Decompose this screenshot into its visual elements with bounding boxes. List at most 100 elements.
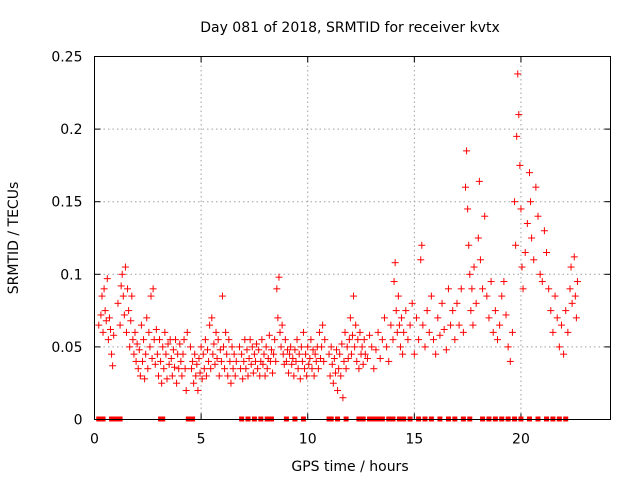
data-point [465, 241, 473, 249]
data-point [293, 336, 301, 344]
data-point [311, 350, 319, 358]
data-point [229, 365, 237, 373]
data-point [528, 234, 536, 242]
data-point [303, 372, 311, 380]
data-point [525, 169, 533, 177]
data-point [395, 321, 403, 329]
data-point [299, 328, 307, 336]
data-point [265, 331, 273, 339]
data-point [218, 292, 226, 300]
data-point [130, 350, 138, 358]
data-point [378, 336, 386, 344]
data-point [151, 360, 159, 368]
data-point [295, 350, 303, 358]
data-point [270, 350, 278, 358]
data-point [156, 336, 164, 344]
data-point [281, 336, 289, 344]
data-point [568, 299, 576, 307]
data-point [183, 328, 191, 336]
data-point [356, 328, 364, 336]
data-point [515, 111, 523, 119]
data-point [337, 372, 345, 380]
data-point [141, 375, 149, 383]
data-point [527, 198, 535, 206]
data-point [196, 369, 204, 377]
data-point [334, 386, 342, 394]
data-point [235, 343, 243, 351]
data-point [262, 343, 270, 351]
data-point [532, 183, 540, 191]
data-point [317, 355, 325, 363]
data-point [109, 362, 117, 370]
data-point [430, 336, 438, 344]
data-point [366, 331, 374, 339]
data-point [383, 343, 391, 351]
data-point [142, 350, 150, 358]
data-point [223, 350, 231, 358]
data-point [301, 365, 309, 373]
data-point [489, 328, 497, 336]
data-point [392, 307, 400, 315]
data-point [190, 379, 198, 387]
data-point [127, 317, 135, 325]
data-point [333, 346, 341, 354]
data-point [292, 357, 300, 365]
data-point [289, 355, 297, 363]
data-point [199, 350, 207, 358]
data-point [195, 355, 203, 363]
data-point [307, 336, 315, 344]
data-point [557, 321, 565, 329]
data-point [261, 372, 269, 380]
data-point [363, 355, 371, 363]
data-point [204, 346, 212, 354]
data-point [523, 219, 531, 227]
data-point [176, 340, 184, 348]
data-point [306, 355, 314, 363]
data-point [128, 292, 136, 300]
data-point [133, 340, 141, 348]
data-point [98, 292, 106, 300]
data-point [400, 328, 408, 336]
data-point [243, 346, 251, 354]
data-point [145, 328, 153, 336]
data-point [140, 336, 148, 344]
data-point [186, 343, 194, 351]
data-point [314, 365, 322, 373]
data-point [309, 346, 317, 354]
data-point [451, 336, 459, 344]
data-point [513, 132, 521, 140]
data-point [328, 360, 336, 368]
data-point [389, 336, 397, 344]
data-point [161, 328, 169, 336]
data-point [562, 307, 570, 315]
data-point [148, 355, 156, 363]
data-point [553, 314, 561, 322]
data-point [277, 343, 285, 351]
data-point [447, 321, 455, 329]
data-point [467, 307, 475, 315]
data-point [498, 292, 506, 300]
data-point [137, 321, 145, 329]
data-point [221, 365, 229, 373]
data-point [385, 357, 393, 365]
data-point [173, 379, 181, 387]
data-point [211, 360, 219, 368]
data-point [472, 299, 480, 307]
data-point [540, 227, 548, 235]
data-point [432, 350, 440, 358]
y-tick-label: 0.25 [51, 50, 82, 66]
data-point [149, 285, 157, 293]
data-point [549, 328, 557, 336]
data-point [242, 365, 250, 373]
data-point [346, 314, 354, 322]
data-point [318, 343, 326, 351]
data-point [192, 372, 200, 380]
data-point [108, 350, 116, 358]
data-point [217, 357, 225, 365]
data-point [193, 360, 201, 368]
data-point [158, 379, 166, 387]
data-point [302, 350, 310, 358]
data-point [387, 321, 395, 329]
data-point [530, 256, 538, 264]
data-point [351, 343, 359, 351]
